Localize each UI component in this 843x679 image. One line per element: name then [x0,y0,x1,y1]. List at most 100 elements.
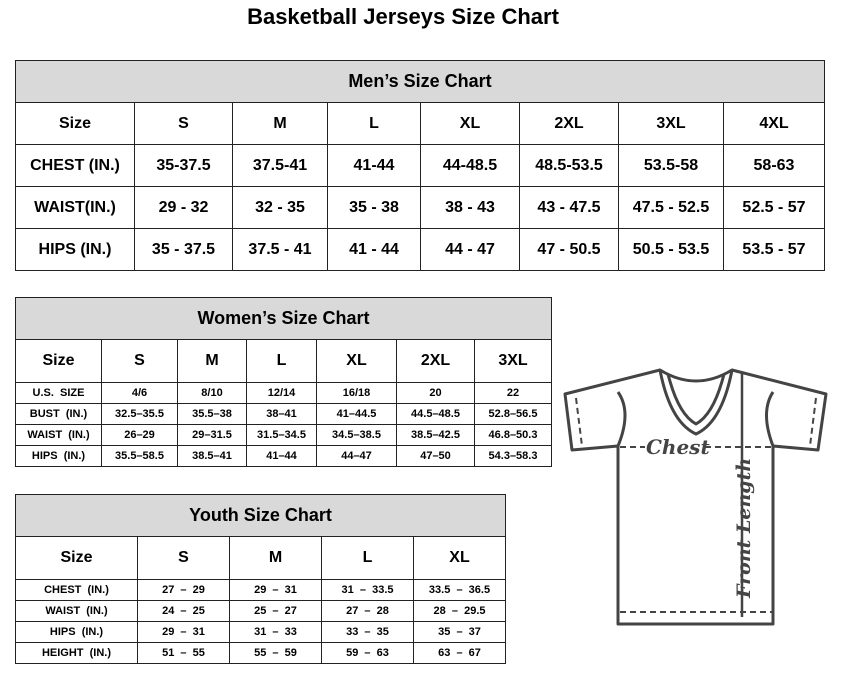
table-cell: 3XL [618,102,724,145]
row-label: Size [15,102,135,145]
table-row: U.S. SIZE 4/6 8/10 12/14 16/18 20 22 [15,382,553,404]
table-cell: 29–31.5 [177,424,247,446]
table-cell: 35.5–38 [177,403,247,425]
table-cell: XL [316,339,397,383]
row-label: HIPS (IN.) [15,621,138,643]
table-cell: M [177,339,247,383]
table-cell: S [134,102,233,145]
table-cell: 47–50 [396,445,475,467]
youth-size-table: Youth Size Chart Size S M L XL CHEST (IN.) 27 … [14,494,507,664]
table-cell: 44–47 [316,445,397,467]
row-label: WAIST(IN.) [15,186,135,229]
table-cell: XL [420,102,520,145]
table-cell: 41–44.5 [316,403,397,425]
table-cell: 34.5–38.5 [316,424,397,446]
table-row: HIPS (IN.) 35.5–58.5 38.5–41 41–44 44–47 47–5… [15,445,553,467]
jersey-outline-icon [563,368,828,626]
table-cell: 52.8–56.5 [473,403,553,425]
table-cell: 12/14 [246,382,317,404]
row-label: HEIGHT (IN.) [15,642,138,664]
table-cell: 31.5–34.5 [246,424,317,446]
table-cell: 41-44 [327,144,421,187]
chest-label: Chest [646,435,710,459]
table-row: WAIST (IN.) 24 – 25 25 – 27 27 – 28 28 – 29.… [15,600,507,622]
row-label: HIPS (IN.) [15,228,135,271]
table-cell: 47.5 - 52.5 [618,186,724,229]
youth-table-heading: Youth Size Chart [14,494,507,537]
table-cell: 43 - 47.5 [519,186,619,229]
row-label: WAIST (IN.) [15,600,138,622]
table-cell: 37.5-41 [232,144,328,187]
size-header-row: Size S M L XL 2XL 3XL [15,339,553,383]
table-cell: 33.5 – 36.5 [412,579,507,601]
table-cell: L [246,339,317,383]
table-cell: M [232,102,328,145]
table-row: BUST (IN.) 32.5–35.5 35.5–38 38–41 41–44.5 44… [15,403,553,425]
table-cell: 41–44 [246,445,317,467]
table-cell: 47 - 50.5 [519,228,619,271]
table-cell: L [327,102,421,145]
table-cell: 44-48.5 [420,144,520,187]
row-label: U.S. SIZE [15,382,102,404]
table-cell: 54.3–58.3 [473,445,553,467]
table-cell: XL [412,536,507,580]
table-cell: 59 – 63 [321,642,414,664]
row-label: Size [15,536,138,580]
table-cell: 27 – 28 [321,600,414,622]
table-row: WAIST(IN.) 29 - 32 32 - 35 35 - 38 38 - 43 43… [15,186,825,229]
table-cell: 26–29 [101,424,178,446]
table-row: HIPS (IN.) 29 – 31 31 – 33 33 – 35 35 – 37 [15,621,507,643]
table-row: CHEST (IN.) 27 – 29 29 – 31 31 – 33.5 33.5 –… [15,579,507,601]
table-cell: 33 – 35 [321,621,414,643]
table-row: HEIGHT (IN.) 51 – 55 55 – 59 59 – 63 63 – 67 [15,642,507,664]
table-cell: 22 [473,382,553,404]
table-cell: 35.5–58.5 [101,445,178,467]
page-title: Basketball Jerseys Size Chart [247,4,559,29]
table-cell: 41 - 44 [327,228,421,271]
table-cell: 44 - 47 [420,228,520,271]
table-cell: 50.5 - 53.5 [618,228,724,271]
table-cell: 35 – 37 [412,621,507,643]
table-cell: S [137,536,230,580]
table-cell: 44.5–48.5 [396,403,475,425]
row-label: CHEST (IN.) [15,579,138,601]
row-label: CHEST (IN.) [15,144,135,187]
table-cell: 35-37.5 [134,144,233,187]
table-cell: 58-63 [723,144,825,187]
table-cell: M [229,536,322,580]
table-cell: 38.5–42.5 [396,424,475,446]
table-cell: L [321,536,414,580]
table-cell: 35 - 38 [327,186,421,229]
size-header-row: Size S M L XL [15,536,507,580]
table-cell: 24 – 25 [137,600,230,622]
table-row: WAIST (IN.) 26–29 29–31.5 31.5–34.5 34.5–38.… [15,424,553,446]
table-cell: 28 – 29.5 [412,600,507,622]
table-cell: 2XL [396,339,475,383]
table-cell: 16/18 [316,382,397,404]
table-row: CHEST (IN.) 35-37.5 37.5-41 41-44 44-48.5 48.… [15,144,825,187]
table-cell: 32.5–35.5 [101,403,178,425]
table-cell: 55 – 59 [229,642,322,664]
womens-table-heading: Women’s Size Chart [14,297,553,340]
table-cell: 20 [396,382,475,404]
table-cell: 29 – 31 [137,621,230,643]
table-cell: 38 - 43 [420,186,520,229]
table-cell: 38.5–41 [177,445,247,467]
table-cell: 31 – 33 [229,621,322,643]
table-cell: 63 – 67 [412,642,507,664]
table-cell: 27 – 29 [137,579,230,601]
table-cell: 51 – 55 [137,642,230,664]
table-cell: 25 – 27 [229,600,322,622]
jersey-measurement-diagram: Chest Front Length [563,368,828,626]
mens-size-table: Men’s Size Chart Size S M L XL 2XL 3XL 4XL CHEST… [15,60,825,271]
table-cell: 29 - 32 [134,186,233,229]
table-cell: 3XL [473,339,553,383]
table-cell: 8/10 [177,382,247,404]
table-row: HIPS (IN.) 35 - 37.5 37.5 - 41 41 - 44 44 - … [15,228,825,271]
row-label: WAIST (IN.) [15,424,102,446]
table-cell: 32 - 35 [232,186,328,229]
table-cell: 52.5 - 57 [723,186,825,229]
table-cell: 35 - 37.5 [134,228,233,271]
table-cell: 37.5 - 41 [232,228,328,271]
row-label: HIPS (IN.) [15,445,102,467]
